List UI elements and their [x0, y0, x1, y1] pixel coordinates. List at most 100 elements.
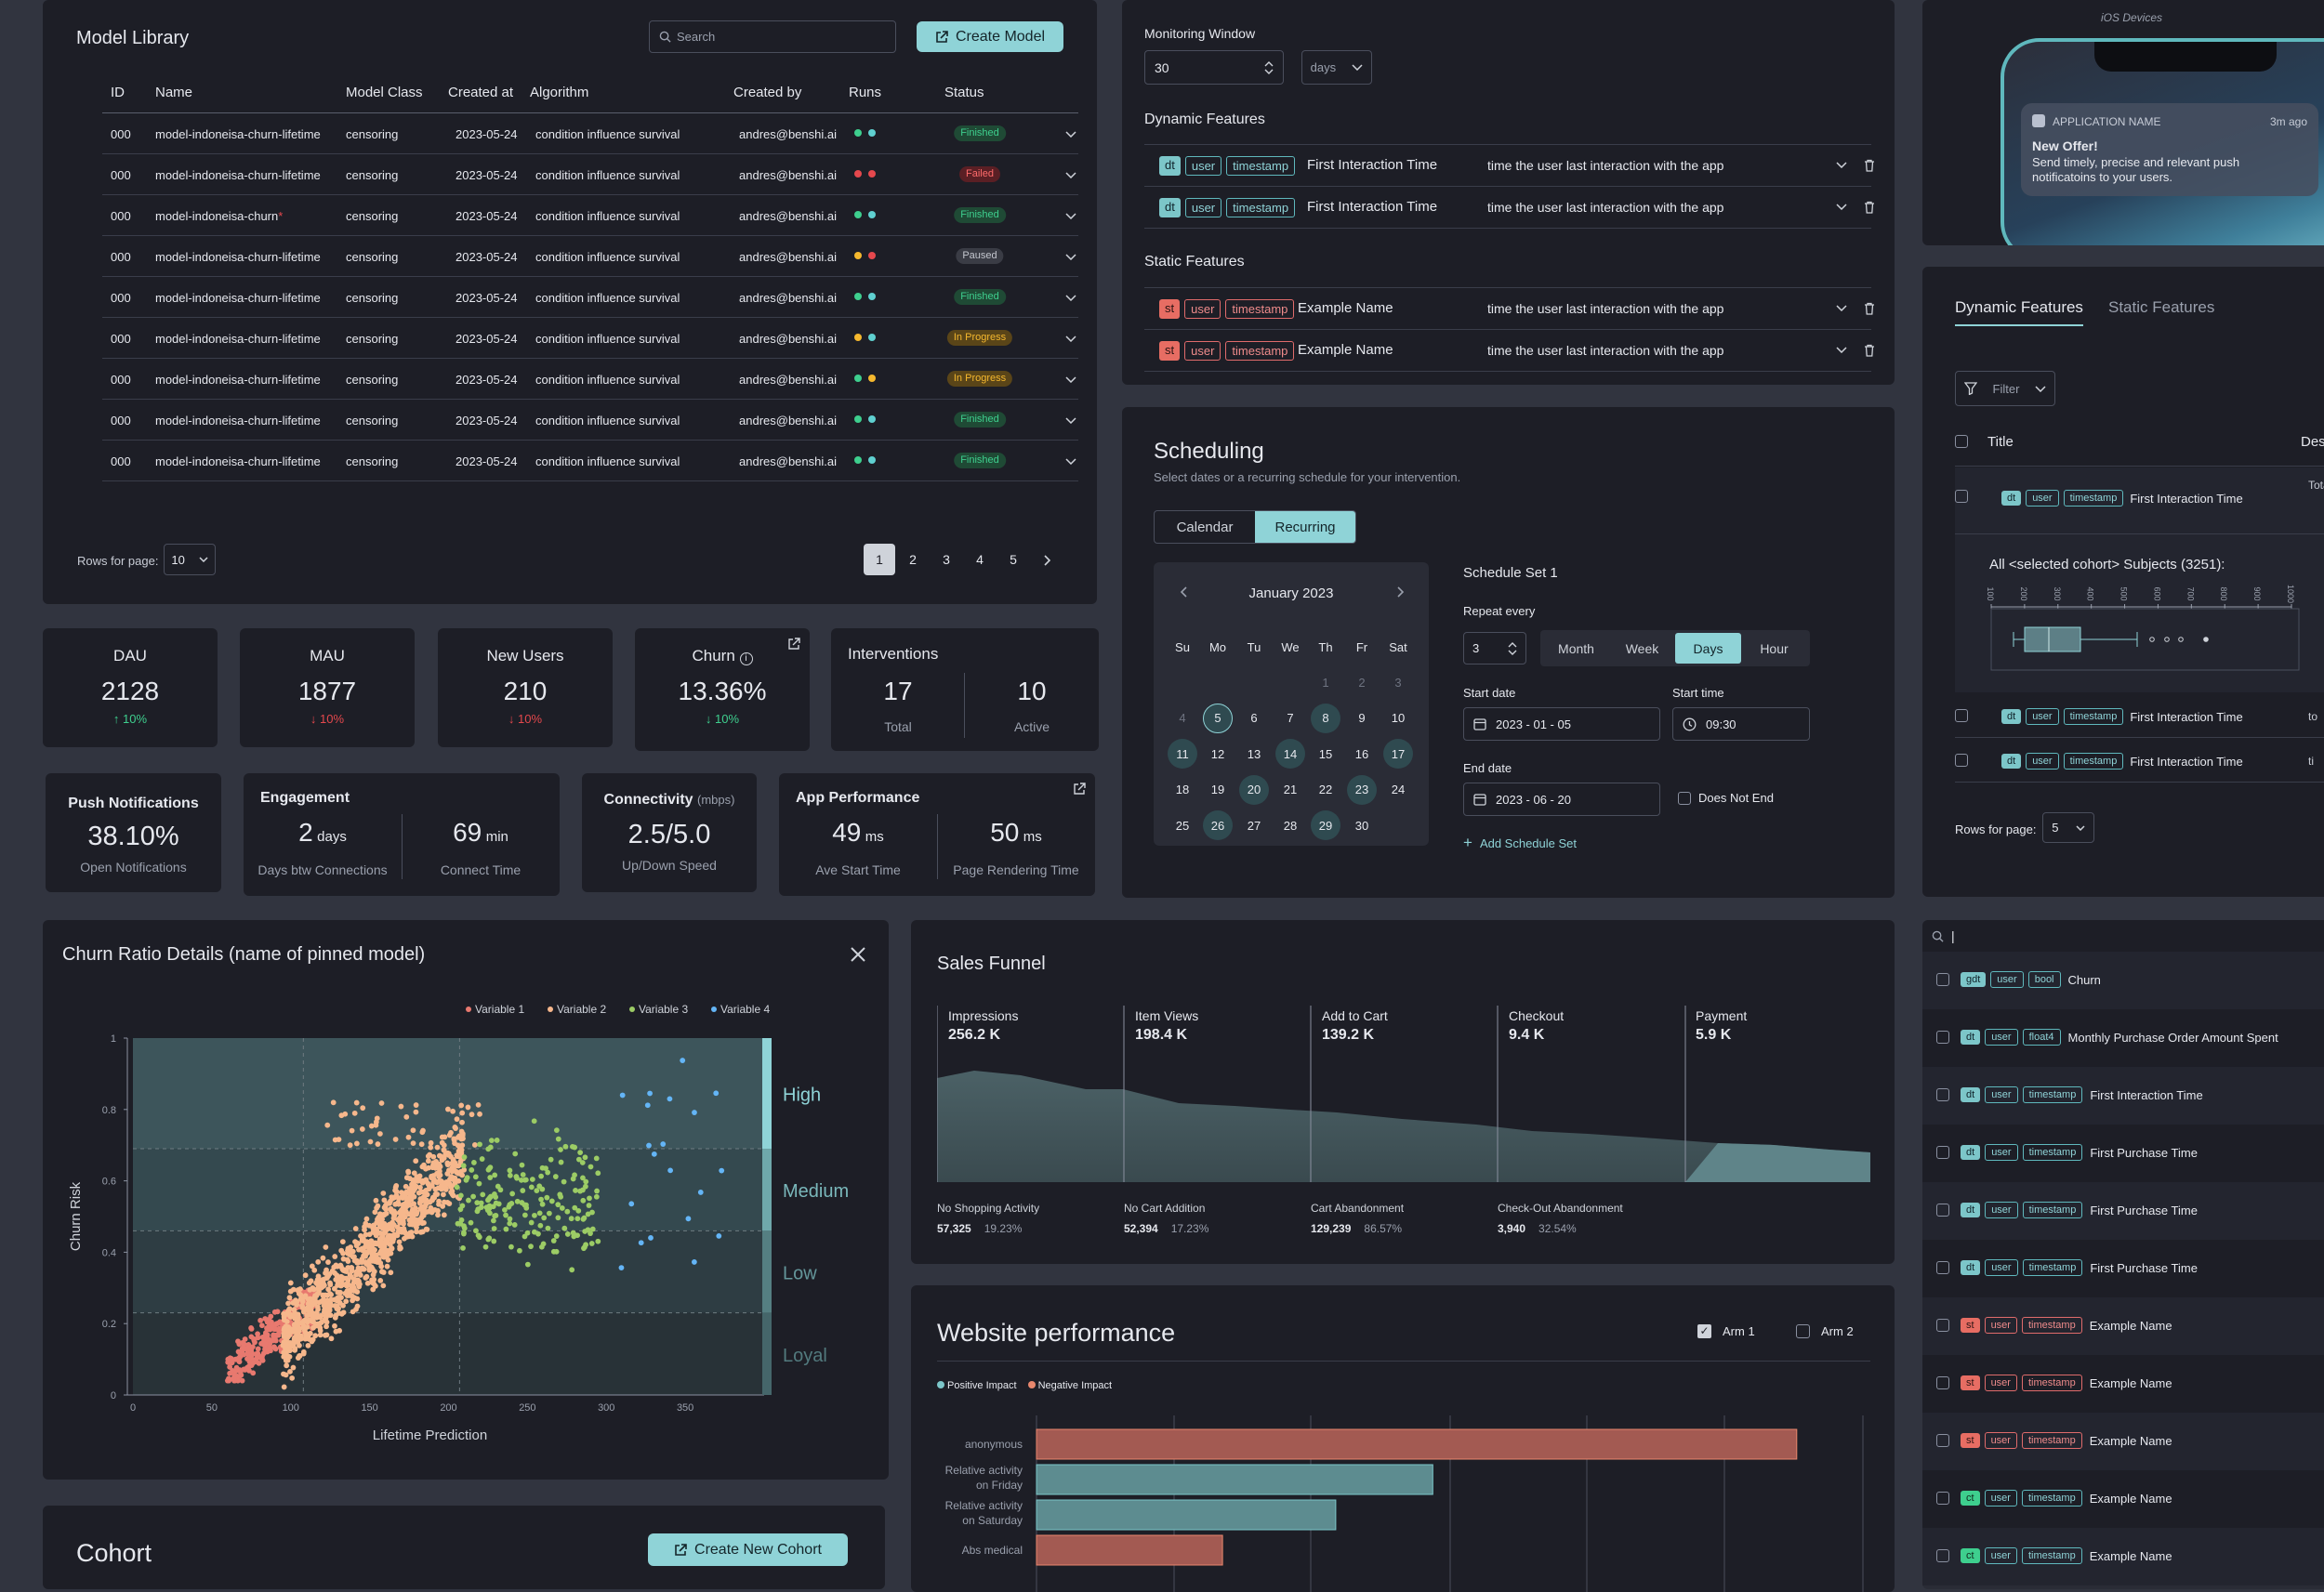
- feature-list-row[interactable]: dt user float4 Monthly Purchase Order Amoun…: [1922, 1009, 2324, 1067]
- expand-row-icon[interactable]: [1065, 295, 1076, 301]
- app-performance-card[interactable]: App Performance 49 ms Ave Start Time 50 …: [779, 773, 1095, 896]
- churn-card[interactable]: Churn i 13.36% ↓ 10%: [635, 628, 810, 751]
- calendar-day[interactable]: 21: [1283, 783, 1298, 796]
- page-5-button[interactable]: 5: [1010, 552, 1017, 567]
- page-2-button[interactable]: 2: [909, 552, 917, 567]
- calendar-day[interactable]: 17: [1383, 739, 1413, 769]
- expand-icon[interactable]: [1836, 347, 1847, 353]
- model-name[interactable]: model-indoneisa-churn-lifetime: [155, 332, 321, 346]
- monitoring-unit-select[interactable]: days: [1301, 50, 1372, 85]
- add-schedule-set-button[interactable]: + Add Schedule Set: [1463, 834, 1577, 852]
- row-checkbox[interactable]: [1936, 1204, 1949, 1217]
- trash-icon[interactable]: [1864, 344, 1875, 357]
- rows-per-page-select[interactable]: 10: [164, 544, 216, 575]
- row-checkbox[interactable]: [1936, 1088, 1949, 1101]
- run-dot[interactable]: [854, 415, 862, 423]
- run-dot[interactable]: [854, 293, 862, 300]
- table-row[interactable]: 000 model-indoneisa-churn-lifetime censori…: [102, 359, 1078, 400]
- expand-row-icon[interactable]: [1065, 172, 1076, 178]
- feature-list-row[interactable]: dt user timestamp First Purchase Time: [1922, 1182, 2324, 1240]
- expand-row-icon[interactable]: [1065, 376, 1076, 383]
- calendar-day[interactable]: 22: [1318, 783, 1333, 796]
- expand-row-icon[interactable]: [1065, 131, 1076, 138]
- run-dot[interactable]: [868, 252, 876, 259]
- expand-icon[interactable]: [1836, 162, 1847, 168]
- run-dot[interactable]: [854, 334, 862, 341]
- external-link-icon[interactable]: [1073, 783, 1086, 796]
- tab-static-features[interactable]: Static Features: [2108, 298, 2215, 316]
- repeat-stepper[interactable]: 3: [1463, 632, 1526, 664]
- checkbox[interactable]: [1796, 1324, 1810, 1338]
- row-checkbox[interactable]: [1936, 1261, 1949, 1274]
- calendar-day[interactable]: 27: [1247, 818, 1261, 833]
- stepper-icon[interactable]: [1508, 641, 1517, 655]
- page-3-button[interactable]: 3: [943, 552, 950, 567]
- trash-icon[interactable]: [1864, 159, 1875, 172]
- chevron-left-icon[interactable]: [1180, 586, 1187, 598]
- unit-hour[interactable]: Hour: [1760, 640, 1789, 656]
- run-dot[interactable]: [854, 375, 862, 382]
- expand-row-icon[interactable]: [1065, 417, 1076, 424]
- tab-calendar[interactable]: Calendar: [1176, 519, 1234, 535]
- model-name[interactable]: model-indoneisa-churn-lifetime: [155, 250, 321, 264]
- row-checkbox[interactable]: [1955, 754, 1968, 767]
- chevron-right-icon[interactable]: [1397, 586, 1405, 598]
- feature-list-row[interactable]: ct user timestamp Example Name: [1922, 1528, 2324, 1585]
- row-checkbox[interactable]: [1936, 1492, 1949, 1505]
- model-name[interactable]: model-indoneisa-churn-lifetime: [155, 373, 321, 387]
- arm-1-checkbox[interactable]: ✓ Arm 1: [1697, 1324, 1755, 1338]
- run-dot[interactable]: [854, 170, 862, 178]
- table-row[interactable]: 000 model-indoneisa-churn-lifetime censori…: [102, 441, 1078, 481]
- table-row[interactable]: 000 model-indoneisa-churn-lifetime censori…: [102, 154, 1078, 195]
- calendar-day[interactable]: 25: [1175, 818, 1190, 833]
- calendar-day[interactable]: 28: [1283, 818, 1298, 833]
- calendar-day[interactable]: 13: [1247, 746, 1261, 761]
- notification-card[interactable]: APPLICATION NAME 3m ago New Offer! Send …: [2021, 103, 2318, 196]
- model-name[interactable]: model-indoneisa-churn-lifetime: [155, 414, 321, 428]
- checkbox[interactable]: [1678, 791, 1691, 805]
- table-row[interactable]: 000 model-indoneisa-churn-lifetime censori…: [102, 113, 1078, 154]
- feature-table-row[interactable]: dt user timestamp First Interaction Time Tot…: [1955, 467, 2324, 534]
- calendar-day[interactable]: 15: [1318, 746, 1333, 761]
- feature-row[interactable]: st user timestamp Example Name time the user…: [1144, 288, 1874, 330]
- table-row[interactable]: 000 model-indoneisa-churn-lifetime censori…: [102, 318, 1078, 359]
- calendar-day[interactable]: 23: [1347, 774, 1377, 805]
- calendar-day[interactable]: 20: [1239, 774, 1269, 805]
- calendar-day[interactable]: 24: [1391, 783, 1406, 796]
- expand-row-icon[interactable]: [1065, 458, 1076, 465]
- trash-icon[interactable]: [1864, 201, 1875, 214]
- create-cohort-button[interactable]: Create New Cohort: [648, 1533, 848, 1566]
- close-icon[interactable]: [850, 946, 866, 963]
- run-dot[interactable]: [854, 129, 862, 137]
- calendar-day[interactable]: 29: [1311, 810, 1340, 840]
- model-name[interactable]: model-indoneisa-churn-lifetime: [155, 168, 321, 182]
- run-dot[interactable]: [868, 334, 876, 341]
- calendar-day[interactable]: 1: [1322, 675, 1329, 690]
- feature-list-row[interactable]: dt user timestamp First Interaction Time: [1922, 1067, 2324, 1125]
- start-date-input[interactable]: 2023 - 01 - 05: [1463, 707, 1660, 741]
- expand-row-icon[interactable]: [1065, 254, 1076, 260]
- row-checkbox[interactable]: [1936, 1434, 1949, 1447]
- run-dot[interactable]: [868, 170, 876, 178]
- run-dot[interactable]: [868, 456, 876, 464]
- calendar-day[interactable]: 7: [1287, 711, 1294, 725]
- impact-bar[interactable]: [1036, 1499, 1337, 1531]
- expand-icon[interactable]: [1836, 204, 1847, 210]
- feature-list-row[interactable]: gdt user bool Churn: [1922, 952, 2324, 1009]
- filter-button[interactable]: Filter: [1955, 371, 2055, 406]
- model-name[interactable]: model-indoneisa-churn-lifetime: [155, 127, 321, 141]
- table-row[interactable]: 000 model-indoneisa-churn* censoring 2023-0…: [102, 195, 1078, 236]
- calendar-day[interactable]: 6: [1250, 711, 1258, 725]
- table-row[interactable]: 000 model-indoneisa-churn-lifetime censori…: [102, 236, 1078, 277]
- run-dot[interactable]: [868, 375, 876, 382]
- external-link-icon[interactable]: [787, 638, 800, 651]
- monitoring-window-stepper[interactable]: 30: [1144, 50, 1284, 85]
- create-model-button[interactable]: Create Model: [917, 21, 1063, 52]
- search-input[interactable]: Search: [649, 20, 896, 53]
- trash-icon[interactable]: [1864, 302, 1875, 315]
- calendar-day[interactable]: 11: [1168, 739, 1197, 769]
- calendar-day[interactable]: 4: [1179, 711, 1186, 725]
- model-name[interactable]: model-indoneisa-churn-lifetime: [155, 454, 321, 468]
- run-dot[interactable]: [854, 211, 862, 218]
- feature-list-row[interactable]: dt user timestamp First Purchase Time: [1922, 1125, 2324, 1182]
